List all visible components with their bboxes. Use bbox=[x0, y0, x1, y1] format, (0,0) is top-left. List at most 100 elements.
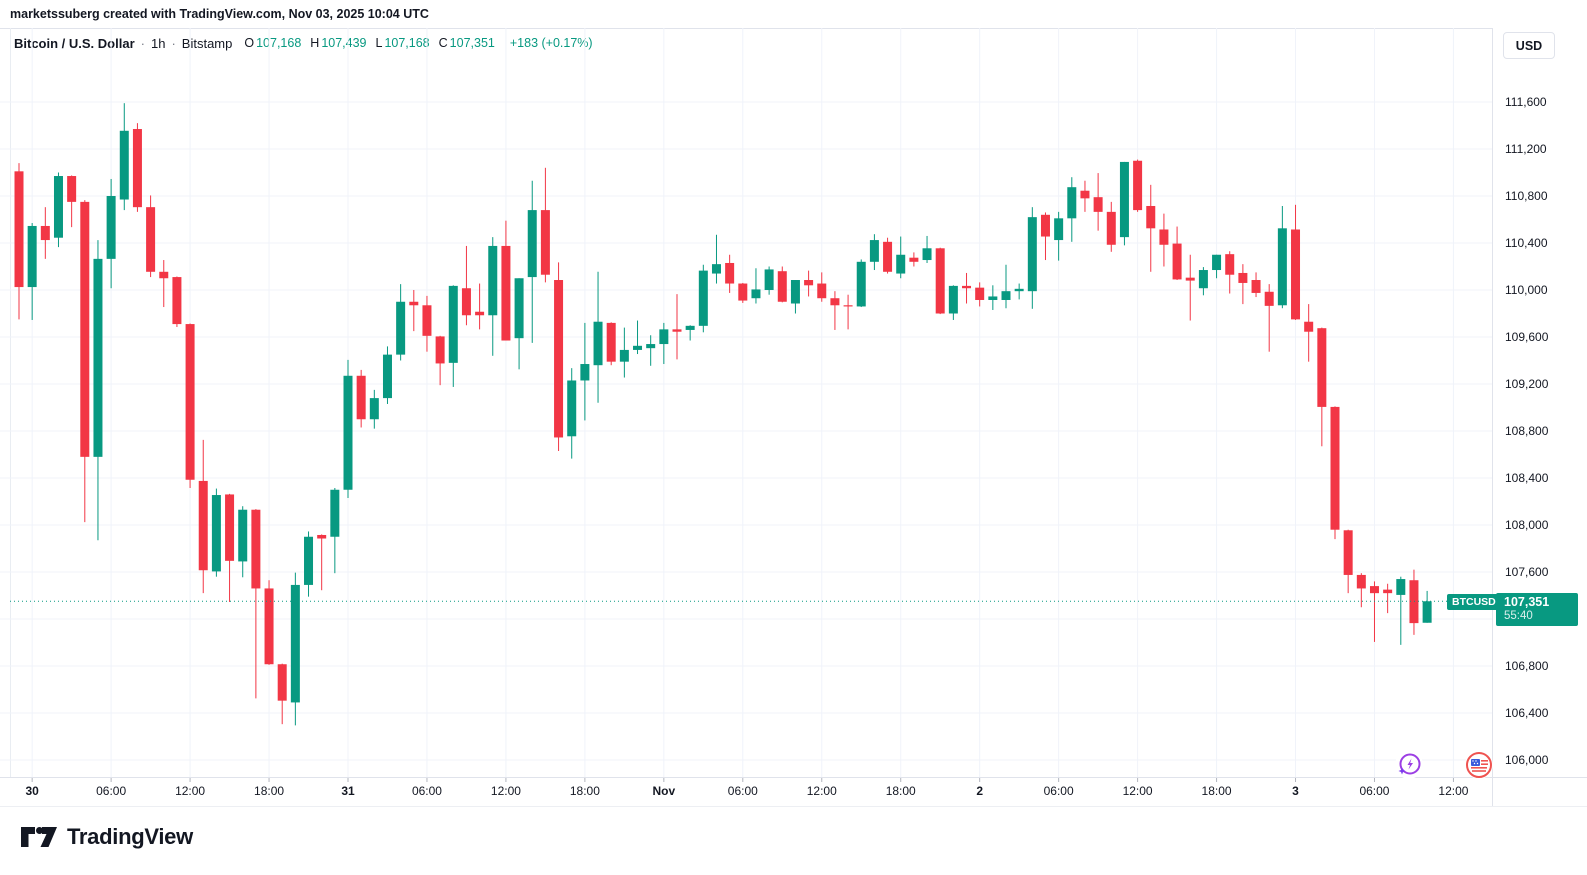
candle-body bbox=[1106, 211, 1116, 245]
currency-toggle-button[interactable]: USD bbox=[1503, 32, 1555, 59]
candle-body bbox=[488, 245, 498, 316]
candle-body bbox=[685, 325, 695, 330]
candle-body bbox=[633, 345, 643, 350]
tradingview-logo-text: TradingView bbox=[67, 824, 193, 849]
candle-body bbox=[738, 283, 748, 301]
price-axis[interactable]: USD 111,600 111,200 110,800 110,400 110,000 1… bbox=[1492, 28, 1587, 806]
time-axis-label: 18:00 bbox=[254, 784, 285, 798]
candle-body bbox=[659, 329, 669, 345]
exchange-label[interactable]: Bitstamp bbox=[181, 35, 233, 51]
candle-body bbox=[1356, 574, 1366, 589]
interval-label[interactable]: 1h bbox=[150, 35, 166, 51]
candle-body bbox=[1198, 270, 1208, 289]
low-value: 107,168 bbox=[384, 36, 430, 50]
candle-body bbox=[962, 285, 972, 289]
candle-body bbox=[1185, 277, 1195, 281]
candle-body bbox=[1093, 197, 1103, 212]
candle-body bbox=[1159, 229, 1169, 245]
candle-body bbox=[409, 301, 419, 306]
us-flag-button[interactable] bbox=[1465, 751, 1493, 779]
candle-body bbox=[554, 280, 564, 438]
candle-body bbox=[1396, 579, 1406, 595]
chart-pane[interactable] bbox=[0, 28, 1492, 806]
tradingview-logo[interactable]: TradingView bbox=[20, 822, 193, 852]
close-label: C bbox=[438, 36, 448, 50]
candle-body bbox=[856, 261, 866, 307]
candle-body bbox=[330, 489, 340, 537]
candle-body bbox=[343, 375, 353, 490]
candle-body bbox=[1304, 321, 1314, 332]
low-label: L bbox=[375, 36, 383, 50]
candle-body bbox=[185, 324, 195, 480]
candle-body bbox=[804, 280, 814, 286]
candle-body bbox=[106, 196, 116, 259]
candle-body bbox=[1409, 580, 1419, 624]
candlestick-chart bbox=[0, 28, 1492, 782]
candle-body bbox=[606, 322, 616, 362]
high-value: 107,439 bbox=[321, 36, 367, 50]
price-axis-label: 108,400 bbox=[1505, 471, 1549, 485]
price-axis-label: 108,800 bbox=[1505, 424, 1549, 438]
candle-body bbox=[27, 225, 37, 288]
time-axis-label: 31 bbox=[341, 784, 355, 798]
pane-left-border bbox=[10, 28, 11, 777]
price-axis-label: 109,200 bbox=[1505, 377, 1549, 391]
header-divider bbox=[0, 28, 1587, 29]
symbol-title[interactable]: Bitcoin / U.S. Dollar bbox=[14, 35, 135, 51]
candle-body bbox=[567, 380, 577, 437]
time-axis-label: 06:00 bbox=[1359, 784, 1390, 798]
candle-body bbox=[593, 321, 603, 366]
candle-body bbox=[396, 301, 406, 355]
time-axis[interactable]: 30 06:00 12:00 18:00 31 06:00 12:00 18:00 Nov 06:… bbox=[0, 777, 1587, 806]
ai-assistant-button[interactable] bbox=[1395, 751, 1423, 779]
candle-body bbox=[1040, 214, 1050, 237]
candle-body bbox=[646, 344, 656, 349]
candle-body bbox=[1251, 280, 1261, 293]
price-axis-label: 111,200 bbox=[1505, 142, 1547, 156]
price-axis-label: 106,400 bbox=[1505, 706, 1549, 720]
candle-body bbox=[777, 271, 787, 302]
candle-body bbox=[238, 509, 248, 562]
candle-body bbox=[817, 283, 827, 299]
candle-body bbox=[1001, 291, 1011, 300]
symbol-header: Bitcoin / U.S. Dollar · 1h · Bitstamp O … bbox=[14, 33, 593, 53]
price-axis-label: 107,600 bbox=[1505, 565, 1549, 579]
candle-body bbox=[1067, 187, 1077, 219]
candle-body bbox=[1238, 272, 1248, 283]
candle-body bbox=[146, 207, 156, 272]
candle-body bbox=[1264, 291, 1274, 306]
time-axis-label: 30 bbox=[25, 784, 39, 798]
candle-body bbox=[172, 277, 182, 325]
us-flag-icon bbox=[1466, 752, 1492, 778]
candle-body bbox=[843, 305, 853, 307]
time-axis-label: 3 bbox=[1292, 784, 1299, 798]
candle-body bbox=[790, 280, 800, 304]
candle-body bbox=[975, 287, 985, 300]
open-value: 107,168 bbox=[256, 36, 302, 50]
candle-body bbox=[304, 536, 314, 585]
candle-body bbox=[290, 584, 300, 703]
candle-body bbox=[382, 354, 392, 399]
candle-body bbox=[935, 248, 945, 314]
candle-body bbox=[540, 210, 550, 275]
footer-bar: TradingView bbox=[0, 807, 1587, 875]
candle-body bbox=[830, 298, 840, 306]
change-readout: +183 (+0.17%) bbox=[509, 36, 593, 50]
chart-bottom-border bbox=[0, 806, 1587, 807]
candle-body bbox=[580, 364, 590, 381]
candle-body bbox=[698, 270, 708, 326]
candle-body bbox=[988, 296, 998, 300]
candle-body bbox=[277, 664, 287, 701]
candle-body bbox=[67, 176, 77, 202]
candle-body bbox=[264, 588, 274, 665]
time-axis-label: 18:00 bbox=[569, 784, 600, 798]
candle-body bbox=[132, 129, 142, 208]
candle-body bbox=[461, 288, 471, 316]
candle-body bbox=[1133, 160, 1143, 211]
candle-body bbox=[1080, 190, 1090, 199]
candle-body bbox=[475, 311, 485, 316]
time-axis-label: 18:00 bbox=[1201, 784, 1232, 798]
candle-body bbox=[1330, 406, 1340, 530]
separator-dot: · bbox=[140, 35, 145, 51]
